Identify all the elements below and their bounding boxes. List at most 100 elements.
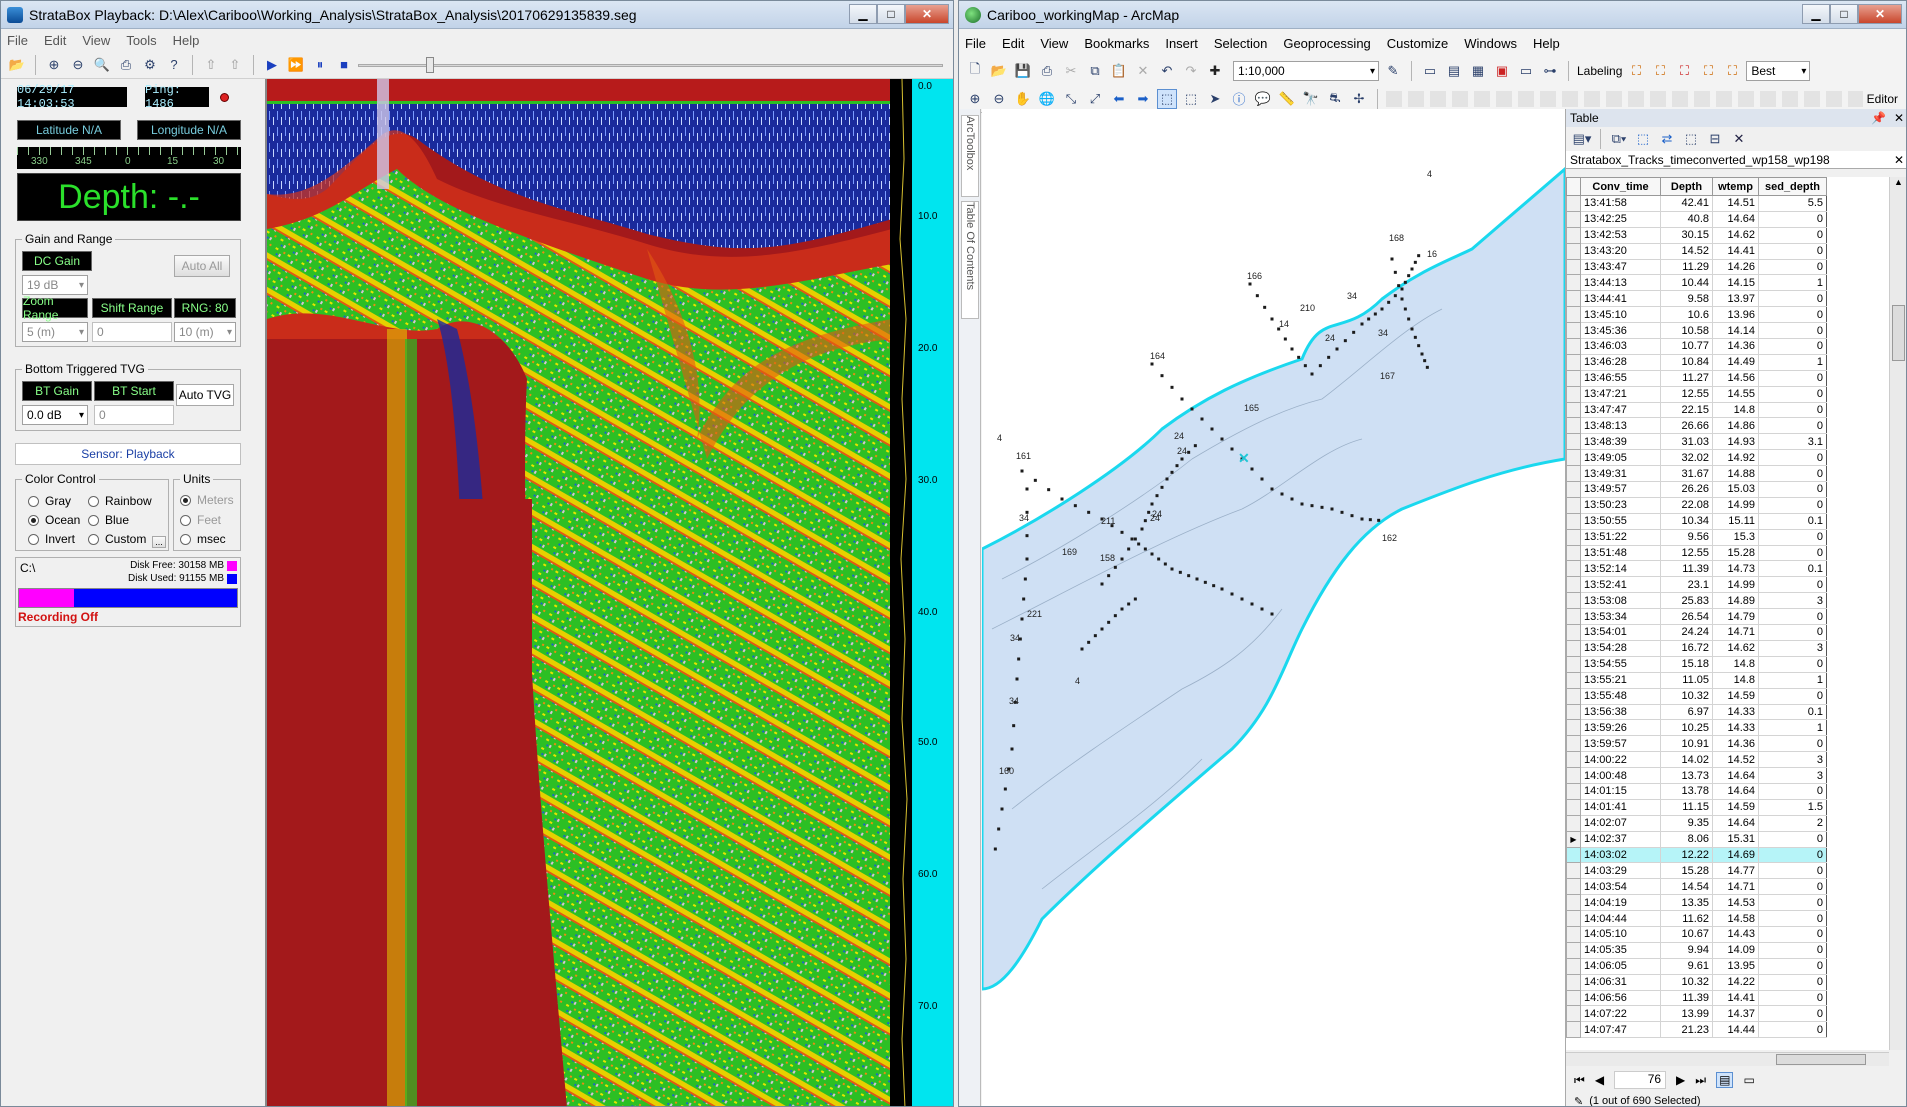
table-row[interactable]: 13:54:55 15.18 14.8 0 (1566, 655, 1827, 673)
track-point[interactable] (1397, 284, 1401, 288)
cell-conv-time[interactable]: 13:52:14 (1580, 560, 1661, 578)
cell-wtemp[interactable]: 14.55 (1712, 385, 1759, 403)
row-selector[interactable] (1566, 814, 1581, 832)
track-point[interactable] (1150, 502, 1154, 506)
cell-depth[interactable]: 25.83 (1660, 592, 1713, 610)
cell-depth[interactable]: 9.56 (1660, 528, 1713, 546)
cell-conv-time[interactable]: 14:03:29 (1580, 862, 1661, 880)
cell-conv-time[interactable]: 13:53:34 (1580, 608, 1661, 626)
track-point[interactable] (1270, 612, 1274, 616)
cell-depth[interactable]: 30.15 (1660, 226, 1713, 244)
row-selector[interactable] (1566, 576, 1581, 594)
track-point[interactable] (1303, 364, 1307, 368)
track-point[interactable] (1310, 372, 1314, 376)
track-point[interactable] (1013, 700, 1017, 704)
row-selector[interactable] (1566, 925, 1581, 943)
track-point[interactable] (1423, 359, 1427, 363)
cell-wtemp[interactable]: 14.09 (1712, 941, 1759, 959)
track-point[interactable] (1343, 339, 1347, 343)
cell-sed-depth[interactable]: 0 (1758, 973, 1827, 991)
track-point[interactable] (1327, 355, 1331, 359)
cell-sed-depth[interactable]: 0 (1758, 608, 1827, 626)
vertical-scrollbar[interactable]: ▲ (1889, 177, 1906, 1050)
table-row[interactable]: 13:41:58 42.41 14.51 5.5 (1566, 195, 1827, 212)
delete-selected-icon[interactable]: ⊟ (1709, 131, 1721, 146)
arcmap-maximize-button[interactable]: □ (1830, 3, 1858, 24)
cell-wtemp[interactable]: 14.36 (1712, 735, 1759, 753)
layout-icon-2[interactable]: ▤ (1447, 63, 1461, 78)
cell-depth[interactable]: 12.55 (1660, 385, 1713, 403)
track-point[interactable] (1260, 607, 1264, 611)
row-selector[interactable] (1566, 671, 1581, 689)
cell-conv-time[interactable]: 13:45:36 (1580, 322, 1661, 340)
pin-icon[interactable]: 📌 (1870, 111, 1886, 125)
track-point[interactable] (1113, 614, 1117, 618)
select-elements-icon[interactable]: ➤ (1209, 90, 1221, 106)
invert-checkbox[interactable]: Invert (28, 530, 75, 548)
last-record-icon[interactable]: ⏭ (1695, 1072, 1707, 1087)
cell-depth[interactable]: 13.99 (1660, 1005, 1713, 1023)
row-selector[interactable] (1566, 338, 1581, 355)
col-wtemp[interactable]: wtemp (1712, 177, 1759, 196)
cell-wtemp[interactable]: 14.37 (1712, 1005, 1759, 1023)
cell-wtemp[interactable]: 14.26 (1712, 258, 1759, 276)
cell-sed-depth[interactable]: 0 (1758, 401, 1827, 419)
table-row[interactable]: 13:45:10 10.6 13.96 0 (1566, 306, 1827, 324)
cell-sed-depth[interactable]: 2 (1758, 814, 1827, 832)
arcmap-titlebar[interactable]: Cariboo_workingMap - ArcMap ▁ □ ✕ (959, 1, 1906, 29)
download-icon[interactable]: ⇧ (229, 56, 241, 72)
table-of-contents-tab[interactable]: Table Of Contents (961, 201, 979, 319)
cell-sed-depth[interactable]: 0 (1758, 496, 1827, 514)
cell-depth[interactable]: 26.66 (1660, 417, 1713, 435)
cell-wtemp[interactable]: 14.92 (1712, 449, 1759, 467)
cell-sed-depth[interactable]: 0.1 (1758, 703, 1827, 721)
dc-gain-select[interactable]: 19 dB (22, 275, 88, 295)
radio-rainbow[interactable]: Rainbow (88, 492, 152, 510)
cell-conv-time[interactable]: 14:00:48 (1580, 767, 1661, 784)
cell-wtemp[interactable]: 14.36 (1712, 338, 1759, 355)
table-options-icon[interactable]: ▤▾ (1572, 131, 1592, 146)
track-point[interactable] (1178, 570, 1182, 574)
cell-depth[interactable]: 10.25 (1660, 719, 1713, 737)
close-table-icon[interactable]: ✕ (1733, 131, 1745, 146)
menu-file[interactable]: File (7, 32, 28, 48)
cell-depth[interactable]: 13.78 (1660, 782, 1713, 800)
track-point[interactable] (1368, 518, 1372, 522)
track-point[interactable] (1020, 469, 1024, 473)
cell-wtemp[interactable]: 14.77 (1712, 862, 1759, 880)
cell-depth[interactable]: 14.52 (1660, 242, 1713, 260)
track-point[interactable] (1100, 582, 1104, 586)
cell-depth[interactable]: 10.32 (1660, 973, 1713, 991)
zoom-in-map-icon[interactable]: ⊕ (969, 90, 981, 106)
cell-wtemp[interactable]: 15.03 (1712, 481, 1759, 498)
zoom-in-icon[interactable]: ⊕ (48, 56, 60, 72)
cell-wtemp[interactable]: 13.95 (1712, 957, 1759, 975)
table-row[interactable]: 13:42:25 40.8 14.64 0 (1566, 210, 1827, 228)
clear-table-selection-icon[interactable]: ⬚ (1684, 131, 1698, 146)
cell-wtemp[interactable]: 14.53 (1712, 894, 1759, 912)
cell-sed-depth[interactable]: 0 (1758, 465, 1827, 483)
scroll-up-icon[interactable]: ▲ (1894, 177, 1903, 187)
row-selector[interactable] (1566, 608, 1581, 626)
row-selector[interactable] (1566, 385, 1581, 403)
cell-conv-time[interactable]: 13:47:21 (1580, 385, 1661, 403)
track-point[interactable] (1200, 417, 1204, 421)
track-point[interactable] (1047, 488, 1051, 492)
first-record-icon[interactable]: ⏮ (1574, 1072, 1585, 1087)
go-to-xy-icon[interactable]: ✢ (1353, 90, 1365, 106)
cell-wtemp[interactable]: 14.14 (1712, 322, 1759, 340)
cell-conv-time[interactable]: 13:53:08 (1580, 592, 1661, 610)
track-point[interactable] (1190, 407, 1194, 411)
cell-wtemp[interactable]: 13.97 (1712, 290, 1759, 308)
arcmap-minimize-button[interactable]: ▁ (1802, 3, 1830, 24)
table-row[interactable]: 13:48:39 31.03 14.93 3.1 (1566, 433, 1827, 451)
cell-sed-depth[interactable]: 3 (1758, 767, 1827, 784)
track-point[interactable] (1163, 562, 1167, 566)
table-row[interactable]: 13:55:21 11.05 14.8 1 (1566, 671, 1827, 689)
cell-wtemp[interactable]: 14.93 (1712, 433, 1759, 451)
cell-wtemp[interactable]: 14.52 (1712, 751, 1759, 769)
cell-conv-time[interactable]: 13:45:10 (1580, 306, 1661, 324)
cell-depth[interactable]: 13.35 (1660, 894, 1713, 912)
menu-help[interactable]: Help (172, 32, 200, 48)
cell-depth[interactable]: 12.55 (1660, 544, 1713, 562)
